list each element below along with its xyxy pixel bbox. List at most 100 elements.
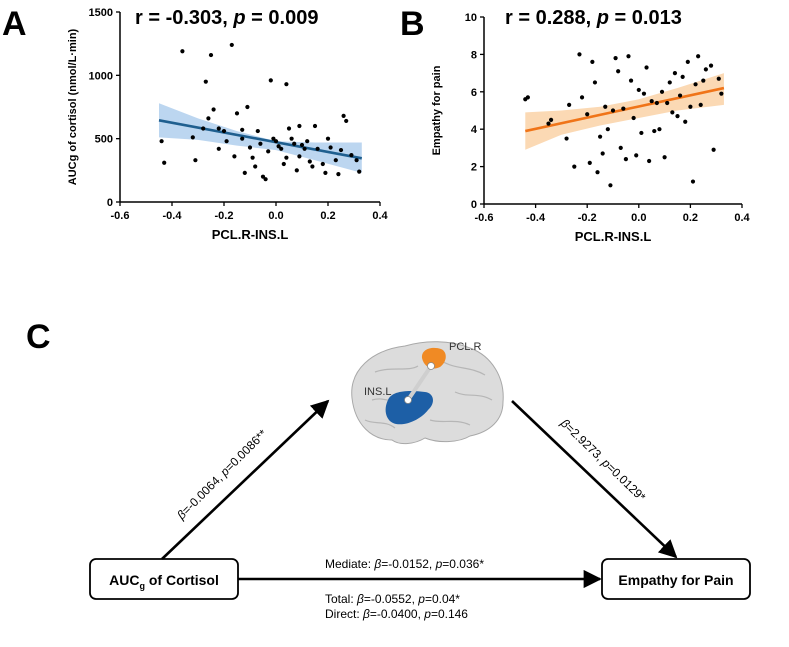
- arrow-path-a: [161, 399, 330, 560]
- panel-a-point-14: [229, 42, 234, 48]
- panel-b-point-49: [688, 104, 693, 109]
- panel-b-point-59: [719, 91, 724, 96]
- panel-a-point-56: [338, 147, 344, 153]
- panel-a-point-13: [224, 139, 229, 144]
- panel-a-point-61: [357, 169, 362, 174]
- panel-a-y-tick-label-3: 1500: [89, 7, 113, 19]
- panel-b-point-43: [672, 71, 678, 76]
- total-p: p: [417, 592, 425, 606]
- brain-illustration: PCL.R INS.L: [351, 341, 504, 445]
- panel-b-p-value: = 0.013: [609, 7, 682, 29]
- panel-a-x-tick-label-2: -0.2: [215, 210, 234, 222]
- panel-a-point-2: [180, 49, 185, 54]
- panel-b-point-3: [548, 117, 554, 122]
- panel-b-point-11: [590, 59, 595, 64]
- path-b-label: β=2.9273, p=0.0129*: [557, 415, 648, 504]
- empathy-box-label: Empathy for Pain: [618, 572, 733, 588]
- panel-a-point-20: [245, 104, 250, 110]
- panel-a-point-17: [240, 127, 245, 132]
- panel-b-point-10: [587, 160, 592, 165]
- panel-b-y-tick-label-3: 6: [471, 87, 477, 99]
- ins-region: [385, 390, 434, 425]
- direct-pval: =0.146: [431, 607, 468, 621]
- panel-b-point-35: [652, 128, 657, 134]
- panel-a-point-36: [284, 82, 289, 87]
- panel-b-stat: r = 0.288, p = 0.013: [505, 7, 682, 29]
- panel-a-point-50: [320, 161, 325, 167]
- panel-b-point-4: [564, 136, 569, 141]
- panel-b-point-24: [623, 157, 629, 162]
- panel-a-point-60: [354, 158, 359, 163]
- cortisol-box-subscript: g: [139, 581, 145, 591]
- mediate-beta: β: [373, 557, 381, 571]
- direct-coef: =-0.0400,: [370, 607, 424, 621]
- panel-b-point-42: [670, 110, 675, 115]
- panel-a-x-tick-label-4: 0.2: [320, 210, 335, 222]
- panel-b-point-56: [708, 63, 714, 68]
- path-b-coef: =2.9273,: [563, 421, 609, 466]
- panel-a-axes: -0.6 -0.4 -0.2 0.0 0.2 0.4 0 500 1000 1500: [89, 7, 389, 222]
- ins-label: INS.L: [364, 386, 392, 398]
- panel-a-point-1: [162, 160, 167, 165]
- panel-b-point-21: [616, 69, 621, 74]
- panel-a-y-tick-label-2: 1000: [89, 70, 113, 82]
- panel-b-point-52: [696, 54, 701, 59]
- panel-a-point-30: [271, 136, 276, 141]
- panel-b-point-25: [626, 54, 631, 59]
- panel-b-band-area: [525, 73, 724, 150]
- mediate-p: p: [435, 557, 443, 571]
- cortisol-box-rest: of Cortisol: [145, 572, 219, 588]
- panel-a-point-34: [281, 161, 286, 167]
- panel-a-point-31: [273, 139, 279, 144]
- panel-a-point-35: [284, 155, 289, 160]
- panel-b-point-47: [683, 119, 688, 124]
- panel-a-point-49: [315, 146, 320, 151]
- panel-a-point-55: [336, 172, 341, 177]
- panel-b-point-39: [662, 155, 667, 160]
- panel-a-point-3: [190, 135, 195, 140]
- panel-a-point-5: [201, 126, 206, 131]
- panel-b-x-tick-label-3: 0.0: [631, 212, 646, 224]
- panel-b-x-tick-label-0: -0.6: [475, 212, 494, 224]
- cortisol-box-label: AUCg of Cortisol: [109, 572, 219, 591]
- panel-b-point-26: [628, 78, 634, 83]
- panel-a-point-58: [344, 118, 349, 124]
- panel-b-point-19: [610, 108, 616, 113]
- panel-b-point-20: [613, 56, 618, 61]
- panel-a-regression-line: [158, 119, 363, 160]
- empathy-box-frame: [601, 558, 751, 600]
- panel-a-point-32: [276, 144, 281, 149]
- panel-a-y-tick-label-0: 0: [107, 197, 113, 209]
- panel-a-point-15: [232, 154, 237, 159]
- direct-prefix: Direct:: [325, 607, 363, 621]
- panel-a-point-41: [297, 123, 302, 129]
- panel-b-point-9: [585, 112, 590, 117]
- panel-b-point-57: [711, 147, 716, 152]
- panel-a-point-38: [289, 136, 294, 141]
- panel-b-point-5: [567, 102, 572, 107]
- panel-b-y-tick-label-4: 8: [471, 49, 477, 61]
- panel-b-point-50: [690, 179, 696, 184]
- panel-a-fit-line: [158, 119, 363, 160]
- panel-a-x-axis-label: PCL.R-INS.L: [212, 227, 289, 242]
- arrow-path-b: [511, 400, 678, 559]
- cortisol-box-main: AUC: [109, 572, 139, 588]
- panel-b-point-53: [698, 102, 703, 107]
- panel-b-axes: -0.6 -0.4 -0.2 0.0 0.2 0.4 0 2 4 6 8 10: [465, 12, 751, 224]
- panel-a-point-25: [258, 141, 263, 146]
- panel-a-point-23: [253, 164, 258, 169]
- panel-a-point-12: [221, 128, 227, 134]
- panel-b-point-23: [621, 106, 626, 111]
- panel-a-y-axis-label: AUCg of cortisol (nmol/L·min): [67, 28, 79, 185]
- panel-a-point-47: [310, 164, 315, 169]
- panel-b-point-58: [716, 76, 721, 81]
- panel-b-point-34: [649, 99, 654, 104]
- panel-a-point-4: [193, 158, 198, 163]
- panel-a-point-24: [255, 128, 260, 134]
- panel-a: A r = -0.303, p = 0.009 -0.6 -0.4 -0.2 0.0 0…: [2, 5, 389, 242]
- panel-a-point-44: [302, 146, 307, 151]
- panel-a-point-37: [286, 126, 292, 131]
- panel-a-point-21: [247, 145, 253, 150]
- panel-b-point-33: [647, 158, 652, 164]
